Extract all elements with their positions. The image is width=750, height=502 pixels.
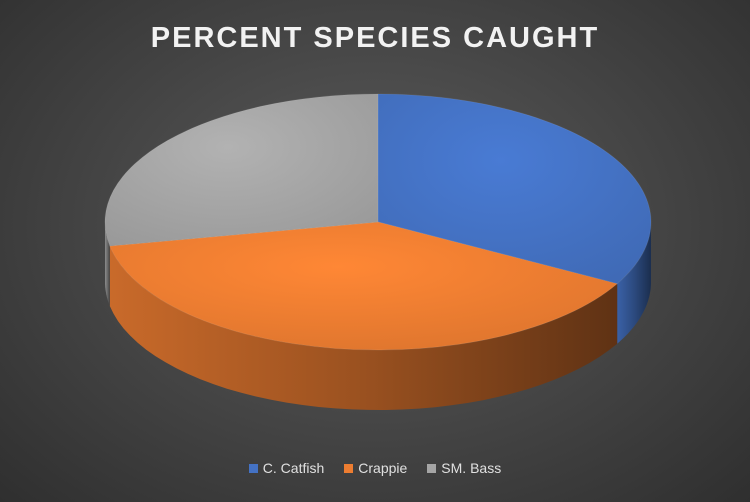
legend-item-c-catfish: C. Catfish	[248, 460, 325, 476]
legend-item-crappie: Crappie	[344, 460, 407, 476]
legend-label-crappie: Crappie	[358, 460, 408, 476]
chart-title: PERCENT SPECIES CAUGHT	[150, 22, 600, 54]
legend-swatch-crappie	[344, 463, 354, 473]
pie-slice-sm-bass	[104, 93, 379, 247]
pie-side-sm-bass	[105, 222, 110, 306]
legend: C. Catfish Crappie SM. Bass	[0, 460, 750, 476]
pie-slice-c-catfish	[377, 93, 652, 285]
legend-swatch-sm-bass	[427, 463, 437, 473]
pie-side-c-catfish	[617, 222, 651, 344]
pie-slice-crappie	[109, 221, 619, 351]
pie-side-crappie	[109, 246, 618, 410]
legend-swatch-c-catfish	[248, 463, 258, 473]
legend-label-c-catfish: C. Catfish	[262, 460, 325, 476]
legend-label-sm-bass: SM. Bass	[441, 460, 502, 476]
legend-item-sm-bass: SM. Bass	[427, 460, 501, 476]
